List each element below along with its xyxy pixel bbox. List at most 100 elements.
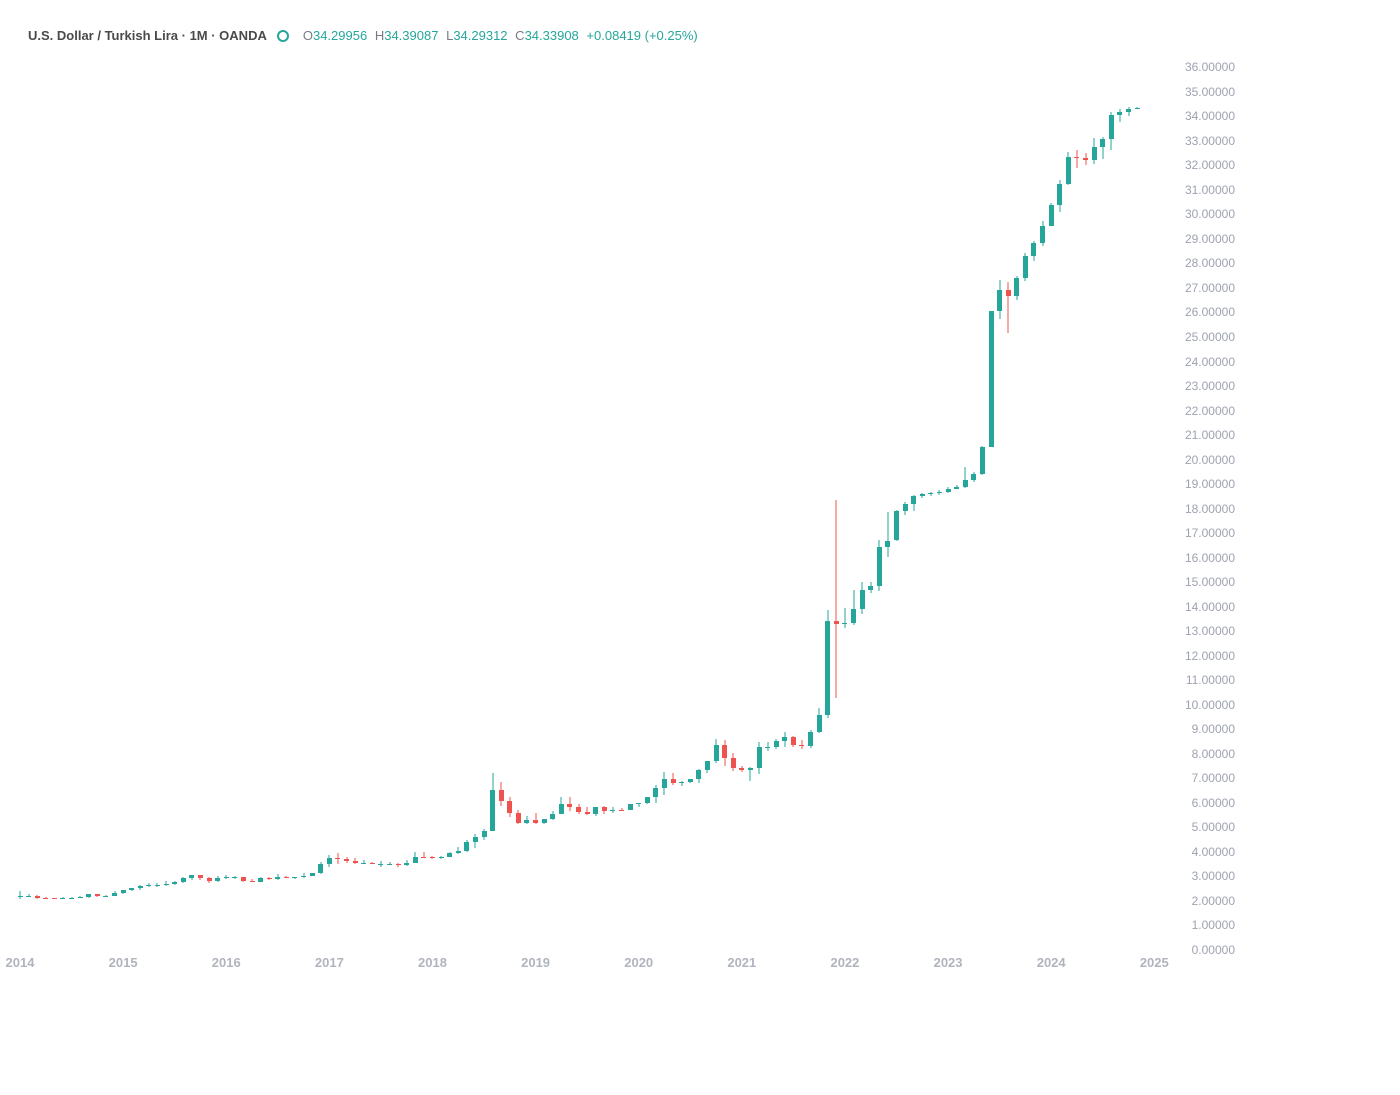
y-tick-label: 6.00000 — [1192, 796, 1235, 810]
candle — [189, 55, 194, 950]
candle — [619, 55, 624, 950]
y-tick-label: 19.00000 — [1185, 477, 1235, 491]
candle — [748, 55, 753, 950]
candle — [722, 55, 727, 950]
x-tick-label: 2019 — [521, 955, 550, 970]
y-tick-label: 12.00000 — [1185, 649, 1235, 663]
candle — [542, 55, 547, 950]
candle — [851, 55, 856, 950]
candle — [696, 55, 701, 950]
candle — [275, 55, 280, 950]
y-tick-label: 0.00000 — [1192, 943, 1235, 957]
y-tick-label: 22.00000 — [1185, 404, 1235, 418]
y-tick-label: 17.00000 — [1185, 526, 1235, 540]
candle — [765, 55, 770, 950]
x-tick-label: 2022 — [830, 955, 859, 970]
y-tick-label: 24.00000 — [1185, 355, 1235, 369]
candle — [997, 55, 1002, 950]
candle — [808, 55, 813, 950]
candle — [645, 55, 650, 950]
candle — [129, 55, 134, 950]
low-value: 34.29312 — [453, 28, 507, 43]
candle — [499, 55, 504, 950]
candle — [267, 55, 272, 950]
y-tick-label: 2.00000 — [1192, 894, 1235, 908]
close-value: 34.33908 — [525, 28, 579, 43]
candle — [430, 55, 435, 950]
chart-header: U.S. Dollar / Turkish Lira · 1M · OANDA … — [28, 28, 698, 43]
open-value: 34.29956 — [313, 28, 367, 43]
y-tick-label: 35.00000 — [1185, 85, 1235, 99]
y-tick-label: 16.00000 — [1185, 551, 1235, 565]
candle — [920, 55, 925, 950]
candle — [1040, 55, 1045, 950]
candle — [1014, 55, 1019, 950]
candle — [370, 55, 375, 950]
y-tick-label: 29.00000 — [1185, 232, 1235, 246]
y-tick-label: 31.00000 — [1185, 183, 1235, 197]
candle — [250, 55, 255, 950]
x-tick-label: 2024 — [1037, 955, 1066, 970]
time-axis: 2014201520162017201820192020202120222023… — [20, 955, 1150, 975]
x-tick-label: 2017 — [315, 955, 344, 970]
candle — [842, 55, 847, 950]
candle — [946, 55, 951, 950]
y-tick-label: 4.00000 — [1192, 845, 1235, 859]
change-value: +0.08419 (+0.25%) — [586, 28, 697, 43]
y-tick-label: 30.00000 — [1185, 207, 1235, 221]
y-tick-label: 3.00000 — [1192, 869, 1235, 883]
candle — [335, 55, 340, 950]
candle — [610, 55, 615, 950]
candle — [69, 55, 74, 950]
candle — [877, 55, 882, 950]
candle — [387, 55, 392, 950]
candle — [705, 55, 710, 950]
chart-title: U.S. Dollar / Turkish Lira · 1M · OANDA — [28, 28, 267, 43]
candle — [327, 55, 332, 950]
x-tick-label: 2014 — [6, 955, 35, 970]
candle — [971, 55, 976, 950]
candle — [103, 55, 108, 950]
candle — [1074, 55, 1079, 950]
candle — [989, 55, 994, 950]
candle — [198, 55, 203, 950]
y-tick-label: 26.00000 — [1185, 305, 1235, 319]
candle — [112, 55, 117, 950]
status-dot-icon — [277, 30, 289, 42]
candle — [817, 55, 822, 950]
high-value: 34.39087 — [384, 28, 438, 43]
candle — [980, 55, 985, 950]
y-tick-label: 32.00000 — [1185, 158, 1235, 172]
candlestick-chart[interactable] — [20, 55, 1150, 950]
candle — [155, 55, 160, 950]
candle — [447, 55, 452, 950]
candle — [593, 55, 598, 950]
candle — [353, 55, 358, 950]
candle — [507, 55, 512, 950]
candle — [1083, 55, 1088, 950]
candle — [207, 55, 212, 950]
candle — [585, 55, 590, 950]
candle — [516, 55, 521, 950]
candle — [43, 55, 48, 950]
candle — [35, 55, 40, 950]
candle — [456, 55, 461, 950]
y-tick-label: 33.00000 — [1185, 134, 1235, 148]
candle — [378, 55, 383, 950]
candle — [1092, 55, 1097, 950]
candle — [894, 55, 899, 950]
candle — [232, 55, 237, 950]
candle — [413, 55, 418, 950]
y-tick-label: 10.00000 — [1185, 698, 1235, 712]
candle — [490, 55, 495, 950]
candle — [757, 55, 762, 950]
candle — [86, 55, 91, 950]
candle — [576, 55, 581, 950]
y-tick-label: 9.00000 — [1192, 722, 1235, 736]
y-tick-label: 15.00000 — [1185, 575, 1235, 589]
candle — [671, 55, 676, 950]
candle — [679, 55, 684, 950]
candle — [731, 55, 736, 950]
y-tick-label: 28.00000 — [1185, 256, 1235, 270]
candle — [567, 55, 572, 950]
